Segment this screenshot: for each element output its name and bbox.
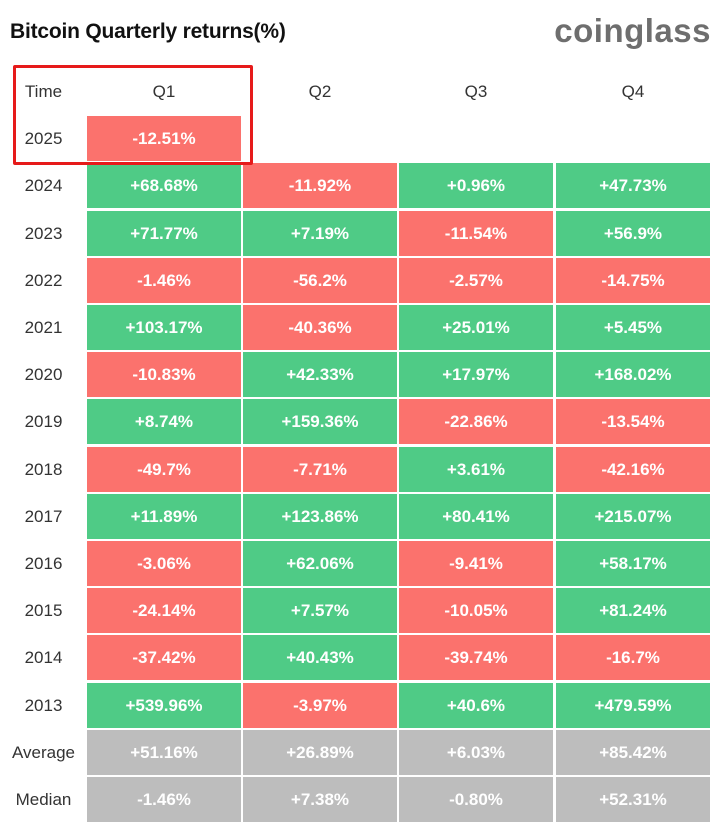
year-row-2023: 2023 +71.77% +7.19% -11.54% +56.9% (0, 210, 723, 256)
year-label: 2025 (24, 129, 63, 149)
year-row-2013: 2013 +539.96% -3.97% +40.6% +479.59% (0, 682, 723, 728)
return-cell: +7.57% (243, 588, 397, 634)
return-cell: -42.16% (556, 446, 710, 492)
summary-label: Average (11, 742, 75, 762)
year-label: 2022 (24, 270, 63, 290)
return-cell: +56.9% (556, 210, 710, 256)
return-cell: +42.33% (243, 352, 397, 398)
column-header-q2: Q2 (308, 82, 332, 101)
header: Bitcoin Quarterly returns(%) coinglass (0, 0, 723, 64)
return-cell: +71.77% (87, 210, 241, 256)
return-cell: -1.46% (87, 257, 241, 303)
return-cell: +123.86% (243, 493, 397, 539)
return-cell: -14.75% (556, 257, 710, 303)
year-row-2024: 2024 +68.68% -11.92% +0.96% +47.73% (0, 163, 723, 209)
return-cell: +3.61% (399, 446, 553, 492)
return-cell: -13.54% (556, 399, 710, 445)
return-cell: +58.17% (556, 541, 710, 586)
return-cell: +168.02% (556, 352, 710, 398)
return-cell: -10.05% (399, 588, 553, 634)
return-cell: -0.80% (399, 777, 553, 822)
year-row-2022: 2022 -1.46% -56.2% -2.57% -14.75% (0, 257, 723, 303)
year-label: 2014 (24, 648, 63, 668)
return-cell: +539.96% (87, 682, 241, 728)
return-cell: -9.41% (399, 541, 553, 586)
return-cell: +40.43% (243, 635, 397, 681)
year-label: 2018 (24, 459, 63, 479)
return-cell: -39.74% (399, 635, 553, 681)
year-label: 2017 (24, 506, 63, 526)
year-label: 2016 (24, 554, 63, 573)
return-cell: -37.42% (87, 635, 241, 681)
return-cell: +479.59% (556, 682, 710, 728)
return-cell: +215.07% (556, 493, 710, 539)
return-cell: -40.36% (243, 305, 397, 350)
return-cell: +85.42% (556, 729, 710, 775)
summary-row-median: Median -1.46% +7.38% -0.80% +52.31% (0, 777, 723, 822)
return-cell: -49.7% (87, 446, 241, 492)
return-cell: +7.38% (243, 777, 397, 822)
year-row-2016: 2016 -3.06% +62.06% -9.41% +58.17% (0, 541, 723, 586)
return-cell: -2.57% (399, 257, 553, 303)
return-cell: +159.36% (243, 399, 397, 445)
column-header-q4: Q4 (621, 82, 645, 101)
year-row-2019: 2019 +8.74% +159.36% -22.86% -13.54% (0, 399, 723, 445)
return-cell: +7.19% (243, 210, 397, 256)
year-row-2017: 2017 +11.89% +123.86% +80.41% +215.07% (0, 493, 723, 539)
return-cell: -3.06% (87, 541, 241, 586)
return-cell: +0.96% (399, 163, 553, 209)
year-row-2018: 2018 -49.7% -7.71% +3.61% -42.16% (0, 446, 723, 492)
year-row-2021: 2021 +103.17% -40.36% +25.01% +5.45% (0, 305, 723, 350)
return-cell: +68.68% (87, 163, 241, 209)
year-row-2025: 2025 -12.51% (0, 116, 723, 162)
return-cell: -7.71% (243, 446, 397, 492)
return-cell: +47.73% (556, 163, 710, 209)
return-cell: +11.89% (87, 493, 241, 539)
return-cell: +17.97% (399, 352, 553, 398)
return-cell: -56.2% (243, 257, 397, 303)
year-row-2015: 2015 -24.14% +7.57% -10.05% +81.24% (0, 588, 723, 634)
return-cell: +26.89% (243, 729, 397, 775)
return-cell: +103.17% (87, 305, 241, 350)
return-cell: -1.46% (87, 777, 241, 822)
column-header-q3: Q3 (464, 82, 488, 101)
return-cell: +40.6% (399, 682, 553, 728)
return-cell: -24.14% (87, 588, 241, 634)
return-cell: +62.06% (243, 541, 397, 586)
time-header: Time (24, 82, 63, 101)
year-label: 2023 (24, 223, 63, 243)
year-label: 2020 (24, 365, 63, 385)
year-label: 2015 (24, 601, 63, 621)
return-cell: -11.92% (243, 163, 397, 209)
return-cell: -3.97% (243, 682, 397, 728)
year-label: 2021 (24, 318, 63, 337)
return-cell: -16.7% (556, 635, 710, 681)
return-cell: +80.41% (399, 493, 553, 539)
chart-title: Bitcoin Quarterly returns(%) (10, 20, 286, 43)
return-cell: -10.83% (87, 352, 241, 398)
return-cell: +8.74% (87, 399, 241, 445)
year-row-2020: 2020 -10.83% +42.33% +17.97% +168.02% (0, 352, 723, 398)
return-cell: +25.01% (399, 305, 553, 350)
return-cell: -22.86% (399, 399, 553, 445)
year-row-2014: 2014 -37.42% +40.43% -39.74% -16.7% (0, 635, 723, 681)
year-label: 2019 (24, 412, 63, 432)
return-cell: +81.24% (556, 588, 710, 634)
return-cell: -12.51% (87, 116, 241, 162)
summary-label: Median (15, 790, 72, 809)
return-cell: -11.54% (399, 210, 553, 256)
header-row: Time Q1 Q2 Q3 Q4 (0, 69, 723, 114)
year-label: 2013 (24, 695, 63, 715)
summary-row-average: Average +51.16% +26.89% +6.03% +85.42% (0, 729, 723, 775)
column-header-q1: Q1 (152, 82, 176, 101)
coinglass-logo: coinglass (554, 12, 711, 49)
return-cell: +52.31% (556, 777, 710, 822)
return-cell: +5.45% (556, 305, 710, 350)
return-cell: +51.16% (87, 729, 241, 775)
return-cell: +6.03% (399, 729, 553, 775)
year-label: 2024 (24, 176, 63, 196)
